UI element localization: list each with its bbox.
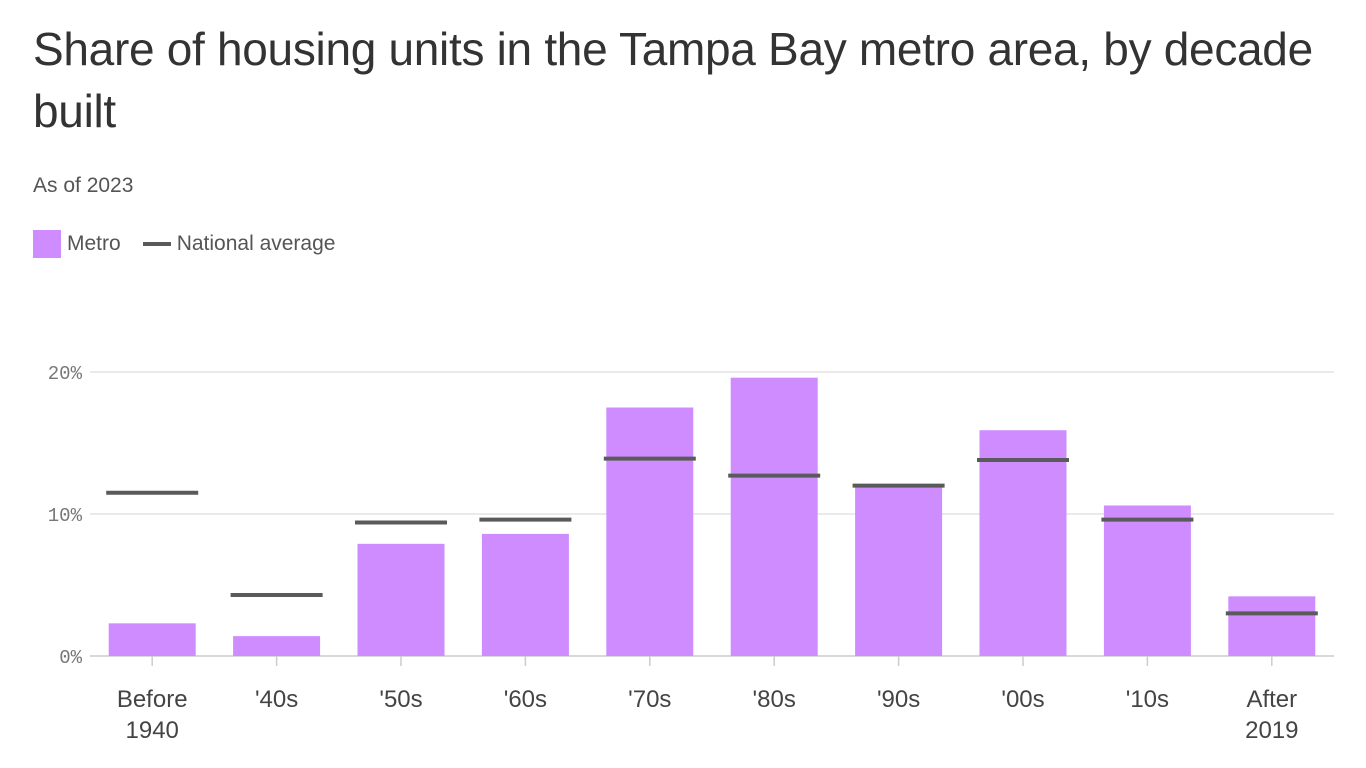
x-tick-label: 2019 xyxy=(1245,717,1298,744)
x-tick-label: '40s xyxy=(255,686,298,713)
y-tick-label: 10% xyxy=(48,505,83,527)
legend-swatch-metro xyxy=(33,230,61,258)
chart-subtitle: As of 2023 xyxy=(33,174,134,197)
bar-metro xyxy=(979,430,1067,656)
bar-metro xyxy=(108,623,196,656)
bar-metro xyxy=(233,636,321,656)
y-tick-label: 0% xyxy=(59,647,82,669)
bar-metro xyxy=(855,487,943,656)
y-tick-label: 20% xyxy=(48,363,83,385)
x-tick-label: '50s xyxy=(379,686,422,713)
x-tick-label: '10s xyxy=(1126,686,1169,713)
legend-label-national: National average xyxy=(176,232,336,255)
legend-label-metro: Metro xyxy=(67,232,121,255)
x-tick-label: '00s xyxy=(1001,686,1044,713)
bar-metro xyxy=(1228,596,1316,656)
x-tick-label: '80s xyxy=(753,686,796,713)
chart-title: Share of housing units in the Tampa Bay … xyxy=(33,23,1313,137)
x-tick-label: '90s xyxy=(877,686,920,713)
x-tick-label: After xyxy=(1246,686,1297,713)
legend: Metro National average xyxy=(33,230,335,258)
bar-metro xyxy=(730,377,818,656)
x-tick-label: Before xyxy=(117,686,188,713)
bar-metro xyxy=(606,407,694,656)
x-tick-label: '70s xyxy=(628,686,671,713)
legend-line-national xyxy=(142,242,171,246)
bar-metro xyxy=(481,533,569,656)
bar-metro xyxy=(357,543,445,656)
x-tick-label: '60s xyxy=(504,686,547,713)
bar-metro xyxy=(1103,505,1191,656)
x-tick-label: 1940 xyxy=(126,717,179,744)
